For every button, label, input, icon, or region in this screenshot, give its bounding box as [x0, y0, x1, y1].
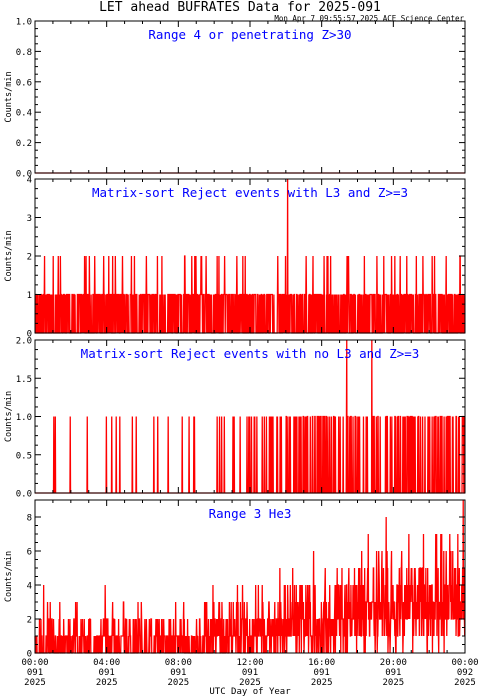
y-axis-label: Counts/min	[4, 551, 14, 602]
x-tick-year-label: 2025	[311, 678, 333, 688]
series-line-2	[35, 178, 465, 334]
y-tick-label: 4	[27, 176, 32, 186]
panel-title-3: Matrix-sort Reject events with no L3 and…	[81, 346, 420, 361]
x-tick-year-label: 2025	[454, 678, 476, 688]
x-tick-doy-label: 091	[27, 668, 43, 678]
y-tick-label: 4	[27, 582, 32, 592]
y-tick-label: 1.0	[16, 413, 32, 423]
y-tick-label: 6	[27, 548, 32, 558]
y-tick-label: 8	[27, 514, 32, 524]
x-tick-year-label: 2025	[382, 678, 404, 688]
x-tick-year-label: 2025	[239, 678, 261, 688]
x-tick-time-label: 04:00	[93, 658, 120, 668]
y-tick-label: 2	[27, 616, 32, 626]
x-tick-doy-label: 091	[170, 668, 186, 678]
x-tick-doy-label: 091	[242, 668, 258, 678]
x-tick-time-label: 00:00	[21, 658, 48, 668]
panel-title-1: Range 4 or penetrating Z>30	[148, 27, 351, 42]
panel-title-2: Matrix-sort Reject events with L3 and Z>…	[92, 185, 408, 200]
y-tick-label: 0.0	[16, 490, 32, 500]
y-tick-label: 0.2	[16, 139, 32, 149]
y-tick-label: 0.8	[16, 48, 32, 58]
x-tick-year-label: 2025	[167, 678, 189, 688]
y-axis-label: Counts/min	[4, 230, 14, 281]
plot-frame-1	[34, 20, 466, 174]
series-line-3	[35, 339, 466, 494]
figure-title: LET ahead BUFRATES Data for 2025-091	[99, 0, 381, 15]
y-tick-label: 0	[27, 330, 32, 340]
y-tick-label: 0	[27, 650, 32, 660]
y-tick-label: 2	[27, 253, 32, 263]
x-tick-year-label: 2025	[96, 678, 118, 688]
x-tick-time-label: 00:00	[451, 658, 478, 668]
x-axis-label: UTC Day of Year	[209, 687, 291, 697]
series-line-4	[34, 499, 466, 654]
y-tick-label: 2.0	[16, 337, 32, 347]
y-tick-label: 0.6	[16, 78, 32, 88]
y-axis-label: Counts/min	[4, 391, 14, 442]
x-tick-time-label: 16:00	[308, 658, 335, 668]
x-tick-time-label: 08:00	[165, 658, 192, 668]
x-tick-doy-label: 091	[314, 668, 330, 678]
x-tick-doy-label: 091	[99, 668, 115, 678]
y-tick-label: 3	[27, 214, 32, 224]
y-tick-label: 1.0	[16, 18, 32, 28]
y-tick-label: 0.5	[16, 451, 32, 461]
y-axis-label: Counts/min	[4, 71, 14, 122]
y-tick-label: 0.0	[16, 170, 32, 180]
x-tick-doy-label: 091	[385, 668, 401, 678]
x-tick-doy-label: 092	[457, 668, 473, 678]
timestamp-label: Mon Apr 7 09:55:57 2025 ACE Science Cent…	[274, 14, 464, 23]
y-tick-label: 1.5	[16, 375, 32, 385]
panel-title-4: Range 3 He3	[209, 506, 292, 521]
x-tick-time-label: 12:00	[236, 658, 263, 668]
x-tick-year-label: 2025	[24, 678, 46, 688]
y-tick-label: 1	[27, 291, 32, 301]
y-tick-label: 0.4	[16, 109, 32, 119]
x-tick-time-label: 20:00	[380, 658, 407, 668]
